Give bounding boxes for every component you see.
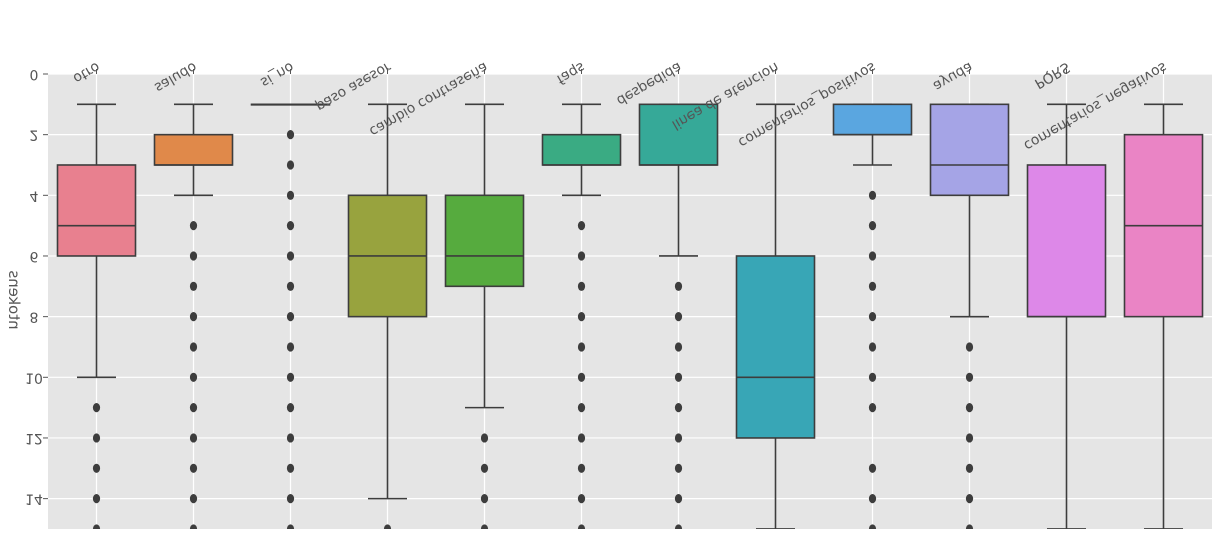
outlier-point <box>189 281 198 291</box>
outlier-point <box>189 372 198 382</box>
outlier-point <box>286 221 295 231</box>
y-tick-label: 2 <box>30 127 39 143</box>
box-iqr <box>1026 164 1107 318</box>
y-tick-label: 0 <box>30 66 39 82</box>
box-iqr <box>929 103 1010 197</box>
outlier-point <box>965 494 974 504</box>
outlier-point <box>92 494 101 504</box>
y-tick-label: 12 <box>25 430 43 446</box>
outlier-point <box>189 403 198 413</box>
outlier-point <box>286 190 295 200</box>
outlier-point <box>674 281 683 291</box>
y-axis-label: ntokens <box>5 270 23 329</box>
y-tick-label: 14 <box>25 491 43 507</box>
outlier-point <box>286 372 295 382</box>
outlier-point <box>577 312 586 322</box>
box-iqr <box>735 255 816 439</box>
box-group <box>832 103 913 533</box>
outlier-point <box>92 463 101 473</box>
outlier-point <box>965 403 974 413</box>
outlier-point <box>286 312 295 322</box>
outlier-point <box>674 342 683 352</box>
outlier-point <box>577 251 586 261</box>
outlier-point <box>577 342 586 352</box>
outlier-point <box>286 494 295 504</box>
outlier-point <box>480 463 489 473</box>
outlier-point <box>480 494 489 504</box>
y-tick-label: 10 <box>25 369 43 385</box>
outlier-point <box>868 403 877 413</box>
box-group <box>56 103 137 533</box>
outlier-point <box>286 281 295 291</box>
outlier-point <box>965 372 974 382</box>
outlier-point <box>92 433 101 443</box>
box-group <box>1026 103 1107 530</box>
outlier-point <box>868 312 877 322</box>
outlier-point <box>286 251 295 261</box>
outlier-point <box>868 190 877 200</box>
box-iqr <box>444 194 525 288</box>
outlier-point <box>92 403 101 413</box>
outlier-point <box>868 281 877 291</box>
outlier-point <box>674 372 683 382</box>
outlier-point <box>674 494 683 504</box>
outlier-point <box>189 494 198 504</box>
outlier-point <box>577 463 586 473</box>
outlier-point <box>189 312 198 322</box>
outlier-point <box>868 463 877 473</box>
outlier-point <box>577 281 586 291</box>
outlier-point <box>189 433 198 443</box>
box-group <box>153 103 234 533</box>
outlier-point <box>577 494 586 504</box>
outlier-point <box>674 403 683 413</box>
box-group <box>541 103 622 533</box>
box-group <box>929 103 1010 533</box>
outlier-point <box>577 221 586 231</box>
box-group <box>1123 103 1204 530</box>
outlier-point <box>286 463 295 473</box>
outlier-point <box>577 403 586 413</box>
outlier-point <box>189 463 198 473</box>
outlier-point <box>674 312 683 322</box>
outlier-point <box>965 433 974 443</box>
outlier-point <box>868 372 877 382</box>
outlier-point <box>868 342 877 352</box>
outlier-point <box>189 342 198 352</box>
outlier-point <box>674 433 683 443</box>
y-axis-ticks: 0 2 4 6 8 10 12 14 <box>25 66 48 507</box>
outlier-point <box>577 372 586 382</box>
outlier-point <box>480 433 489 443</box>
outlier-point <box>868 251 877 261</box>
outlier-point <box>286 433 295 443</box>
box-iqr <box>153 133 234 166</box>
outlier-point <box>189 221 198 231</box>
y-tick-label: 6 <box>30 248 39 264</box>
box-iqr <box>541 133 622 166</box>
outlier-point <box>965 342 974 352</box>
outlier-point <box>286 342 295 352</box>
outlier-point <box>868 494 877 504</box>
outlier-point <box>286 130 295 140</box>
box-iqr <box>56 164 137 257</box>
box-group <box>347 103 428 533</box>
y-tick-label: 8 <box>30 309 39 325</box>
box-iqr <box>832 103 913 136</box>
outlier-point <box>868 221 877 231</box>
outlier-point <box>286 403 295 413</box>
outlier-point <box>286 160 295 170</box>
outlier-point <box>189 251 198 261</box>
outlier-point <box>577 433 586 443</box>
y-tick-label: 4 <box>30 187 39 203</box>
plot-background <box>48 74 1212 533</box>
outlier-point <box>965 463 974 473</box>
box-group <box>638 103 719 533</box>
outlier-point <box>674 463 683 473</box>
